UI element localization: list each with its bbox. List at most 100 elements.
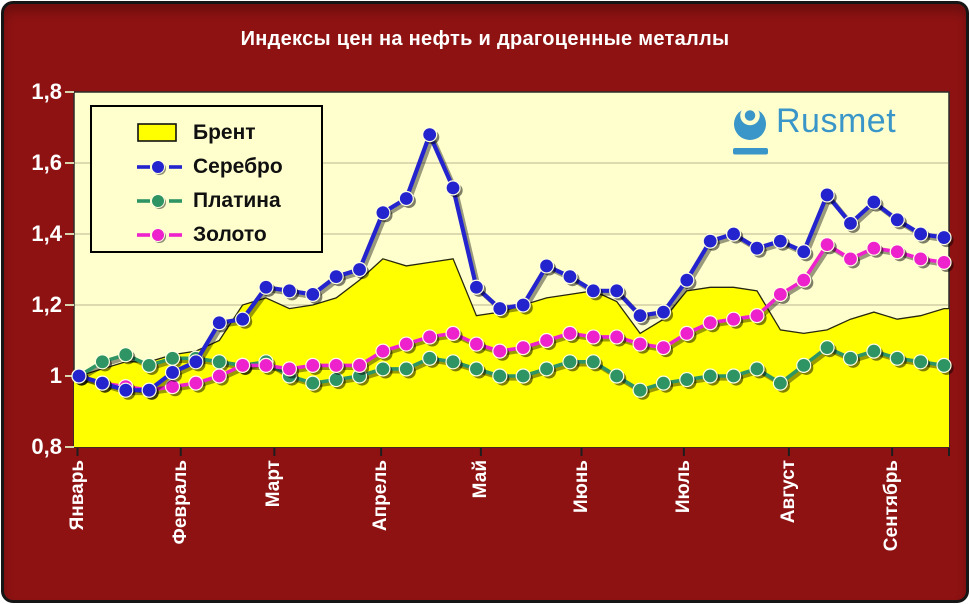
- series-point: [913, 251, 929, 267]
- series-point: [562, 269, 578, 285]
- x-axis-label-март: Март: [263, 460, 285, 508]
- series-point: [492, 300, 508, 317]
- series-point: [889, 212, 905, 228]
- series-point: [819, 340, 835, 356]
- legend-dot: [151, 194, 165, 208]
- series-point: [725, 311, 742, 327]
- series-point: [468, 336, 485, 352]
- legend-swatch-line-icon: [136, 224, 184, 246]
- series-point: [141, 382, 157, 398]
- series-point: [913, 226, 929, 242]
- x-axis-label-январь: Январь: [66, 460, 88, 531]
- series-point: [842, 215, 859, 231]
- y-axis-label: 1,2: [31, 292, 62, 317]
- series-point: [725, 368, 742, 384]
- series-point: [188, 375, 204, 391]
- series-point: [281, 361, 298, 377]
- series-point: [936, 254, 952, 270]
- series-point: [515, 340, 531, 356]
- series-point: [328, 269, 344, 285]
- series-point: [422, 127, 438, 143]
- series-point: [328, 371, 344, 388]
- legend-swatch-glyph: [137, 160, 182, 175]
- y-axis-label: 1: [49, 363, 62, 388]
- series-point: [749, 240, 765, 256]
- legend-dot: [151, 228, 165, 242]
- chart-svg: [65, 91, 954, 456]
- y-axis-label: 1,6: [31, 150, 62, 175]
- chart-title: Индексы цен на нефть и драгоценные метал…: [240, 28, 730, 50]
- series-point: [235, 311, 251, 327]
- series-point: [632, 336, 648, 352]
- series-point: [422, 329, 438, 345]
- legend-row-silver: Серебро: [92, 150, 321, 184]
- series-point: [235, 357, 251, 373]
- series-point: [375, 343, 391, 359]
- series-point: [445, 354, 461, 370]
- series-point: [562, 325, 578, 341]
- series-point: [492, 368, 508, 384]
- series-point: [679, 325, 695, 341]
- series-point: [562, 354, 578, 370]
- series-point: [702, 368, 718, 384]
- series-point: [819, 187, 835, 203]
- series-point: [281, 283, 298, 299]
- series-point: [492, 343, 508, 359]
- x-axis-label-сентябрь: Сентябрь: [881, 460, 903, 552]
- legend-label: Золото: [193, 223, 267, 246]
- series-point: [211, 368, 227, 384]
- series-point: [585, 283, 601, 299]
- series-point: [538, 258, 555, 274]
- series-point: [796, 272, 812, 288]
- series-point: [749, 308, 765, 324]
- series-point: [842, 350, 859, 366]
- legend-row-platinum: Платина: [92, 184, 321, 218]
- x-axis-label-июнь: Июнь: [570, 460, 592, 514]
- series-point: [913, 354, 929, 370]
- series-point: [749, 361, 765, 377]
- series-point: [422, 350, 438, 366]
- series-point: [819, 237, 835, 253]
- series-point: [866, 194, 882, 210]
- series-point: [702, 315, 718, 331]
- series-point: [118, 347, 134, 363]
- series-point: [842, 251, 859, 267]
- series-point: [632, 308, 648, 324]
- rusmet-logo: Rusmet: [724, 100, 914, 162]
- series-point: [866, 240, 882, 256]
- legend-swatch-line-icon: [136, 190, 184, 212]
- series-point: [772, 233, 788, 249]
- x-axis-label-август: Август: [777, 460, 799, 524]
- series-point: [725, 226, 742, 242]
- rusmet-logo-text: Rusmet: [776, 102, 897, 140]
- series-point: [398, 336, 414, 352]
- legend-label: Серебро: [193, 155, 283, 178]
- x-axis-label-апрель: Апрель: [370, 460, 392, 532]
- series-point: [609, 329, 625, 345]
- series-point: [702, 233, 718, 249]
- series-point: [515, 297, 531, 313]
- series-point: [655, 375, 672, 391]
- legend-label: Брент: [193, 121, 256, 144]
- series-point: [351, 357, 368, 373]
- series-point: [772, 286, 788, 302]
- series-point: [211, 315, 227, 331]
- series-point: [538, 361, 555, 377]
- series-point: [796, 244, 812, 260]
- series-point: [936, 229, 952, 246]
- series-point: [305, 375, 321, 391]
- series-point: [141, 357, 157, 373]
- series-line-Серебро: [71, 127, 954, 400]
- legend: Брент Серебро Платина Золото: [90, 105, 323, 253]
- rusmet-logo-icon: [733, 105, 768, 155]
- x-axis-label-июль: Июль: [672, 460, 694, 514]
- series-point: [94, 354, 110, 370]
- series-point: [889, 350, 905, 366]
- series-point: [585, 329, 601, 345]
- series-point: [468, 279, 485, 295]
- series-point: [211, 354, 227, 370]
- legend-label: Платина: [193, 189, 281, 212]
- legend-row-brent: Брент: [92, 116, 321, 150]
